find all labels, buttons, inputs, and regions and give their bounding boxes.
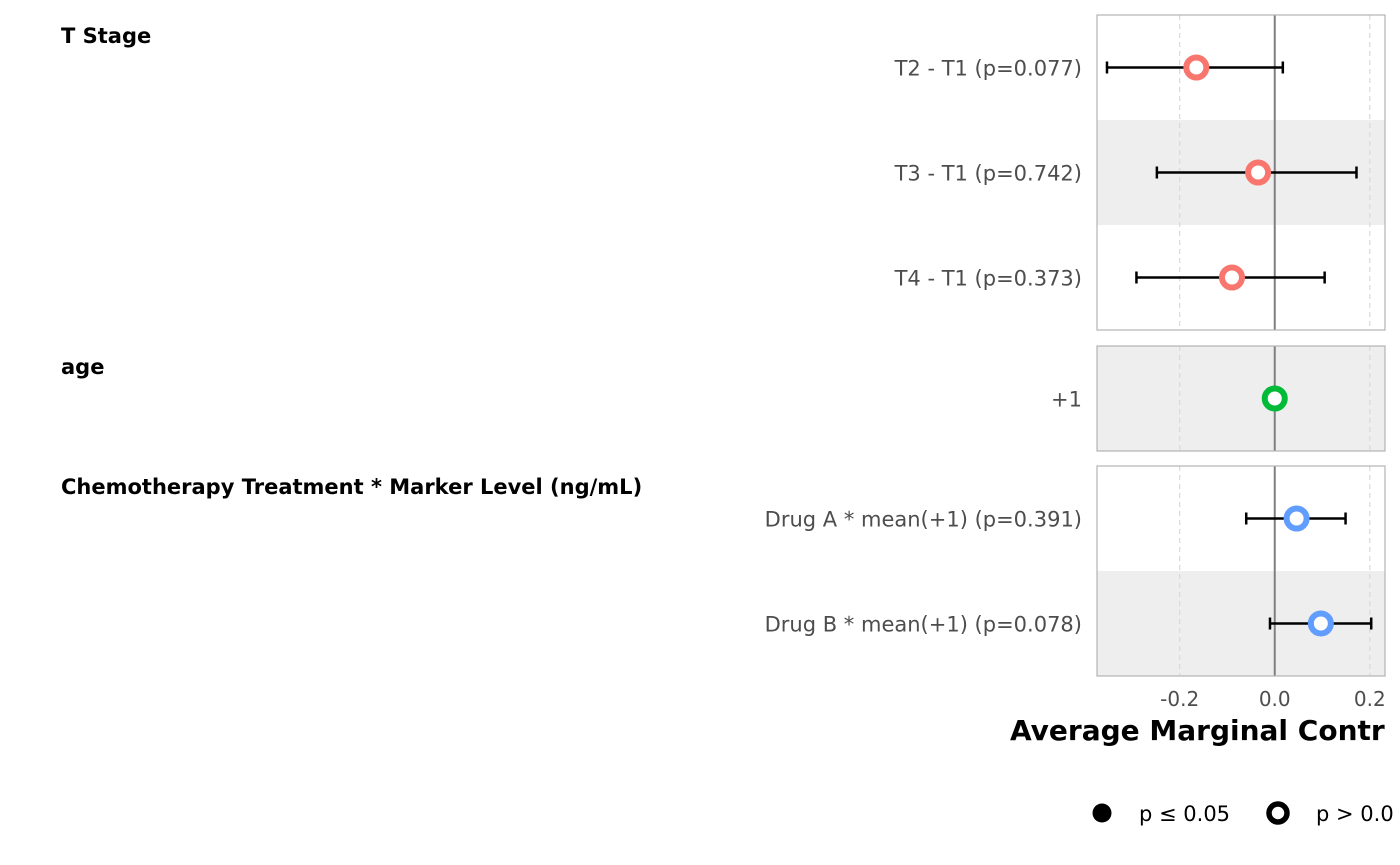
point-estimate (1307, 610, 1334, 637)
row-label: Drug B * mean(+1) (p=0.078) (765, 613, 1082, 637)
legend-label: p ≤ 0.05 (1139, 802, 1230, 826)
row-label: T2 - T1 (p=0.077) (894, 57, 1082, 81)
point-estimate (1261, 385, 1288, 412)
panel-border (1096, 465, 1386, 677)
group-title: Chemotherapy Treatment * Marker Level (n… (61, 475, 642, 499)
row-label: +1 (1051, 388, 1082, 412)
point-estimate (1245, 159, 1272, 186)
panel-border (1096, 345, 1386, 452)
x-tick-label: -0.2 (1160, 687, 1199, 711)
row-label: Drug A * mean(+1) (p=0.391) (765, 508, 1082, 532)
point-estimate (1183, 54, 1210, 81)
x-tick-label: 0.2 (1354, 687, 1386, 711)
point-estimate (1283, 505, 1310, 532)
panel-border (1096, 14, 1386, 331)
group-title: age (61, 355, 104, 379)
legend-label: p > 0.0 (1316, 802, 1394, 826)
x-axis-title: Average Marginal Contr (1010, 714, 1385, 747)
row-stripe (1097, 346, 1385, 451)
row-label: T4 - T1 (p=0.373) (894, 267, 1082, 291)
point-estimate (1218, 264, 1245, 291)
x-tick-label: 0.0 (1259, 687, 1291, 711)
group-title: T Stage (61, 24, 151, 48)
legend-hollow-marker (1266, 801, 1290, 825)
legend-filled-marker (1092, 803, 1112, 823)
row-label: T3 - T1 (p=0.742) (894, 162, 1082, 186)
